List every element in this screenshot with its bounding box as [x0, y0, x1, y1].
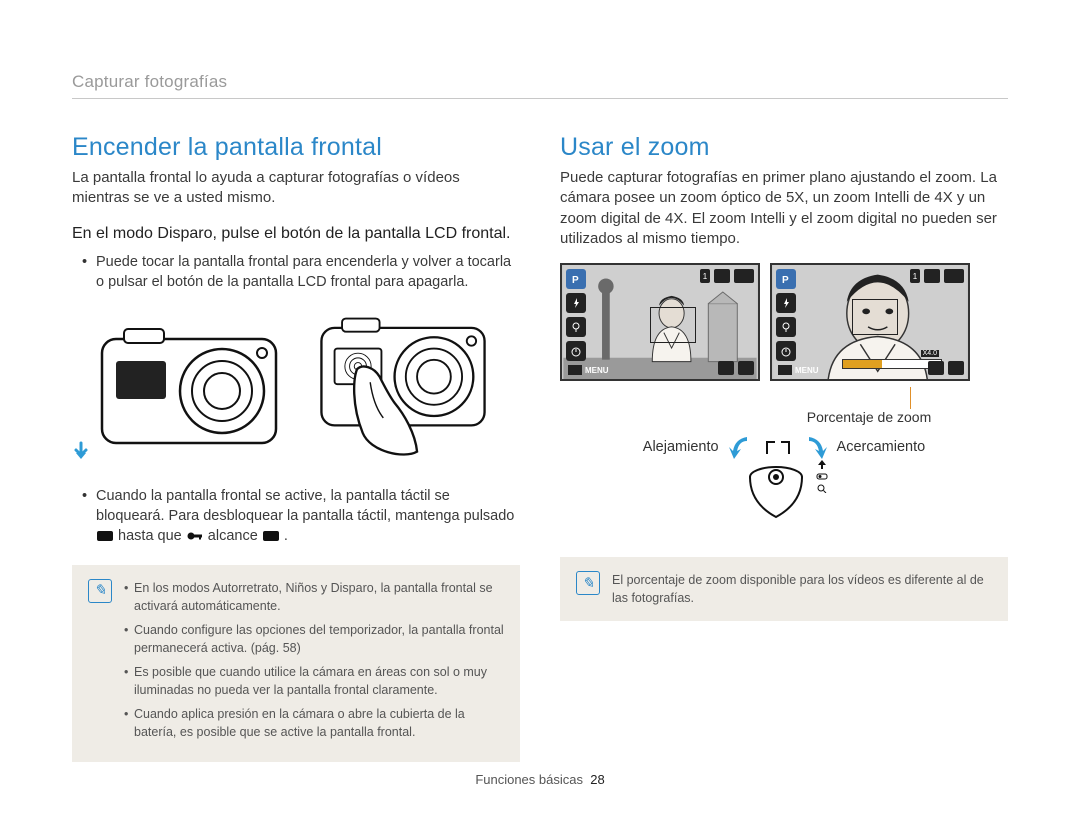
zoom-bar-label: X4.0: [921, 350, 939, 357]
intro-zoom: Puede capturar fotografías en primer pla…: [560, 168, 1008, 249]
step-instruction: En el modo Disparo, pulse el botón de la…: [72, 223, 520, 245]
heading-zoom: Usar el zoom: [560, 133, 1008, 162]
footer-page: 28: [590, 772, 604, 787]
lcd-screen-tele: P 1 MENU X4.0: [770, 263, 970, 381]
list-item: En los modos Autorretrato, Niños y Dispa…: [124, 579, 506, 615]
flash-icon: [776, 293, 796, 313]
menu-icon: [568, 365, 582, 375]
menu-icon: [778, 365, 792, 375]
camera-illustration-off: [94, 311, 284, 461]
menu-label: MENU: [778, 365, 819, 375]
tab-icon: [262, 529, 280, 543]
list-item: Cuando aplica presión en la cámara o abr…: [124, 705, 506, 741]
zoom-wheel-wrap: [560, 459, 1008, 531]
bullet-list-lock: Cuando la pantalla frontal se active, la…: [72, 486, 520, 547]
list-item: Cuando la pantalla frontal se active, la…: [86, 486, 520, 547]
callout-line: [910, 387, 911, 409]
note-icon: ✎: [88, 579, 112, 603]
mode-p-icon: P: [566, 269, 586, 289]
arrow-down-icon: [72, 441, 90, 461]
camera-with-finger: [308, 311, 498, 466]
list-item: Cuando configure las opciones del tempor…: [124, 621, 506, 657]
list-item: Es posible que cuando utilice la cámara …: [124, 663, 506, 699]
page-footer: Funciones básicas 28: [0, 772, 1080, 787]
zoom-out-label: Alejamiento: [643, 439, 719, 455]
list-item: Puede tocar la pantalla frontal para enc…: [86, 252, 520, 293]
card-icon: [924, 269, 940, 283]
note-icon: ✎: [576, 571, 600, 595]
bullet2-mid: hasta que: [118, 528, 186, 544]
svg-text:P: P: [572, 275, 579, 285]
wheel-side-icons: [816, 459, 828, 531]
macro-icon: [776, 317, 796, 337]
counter-chip: 1: [700, 269, 710, 283]
setting-chip: [718, 361, 734, 375]
bullet2-pre: Cuando la pantalla frontal se active, la…: [96, 488, 514, 524]
camera-with-arrow: [72, 311, 284, 466]
timer-icon: [776, 341, 796, 361]
lcd-screen-wide: P 1 MENU: [560, 263, 760, 381]
mode-p-icon: P: [776, 269, 796, 289]
bullet2-mid2: alcance: [208, 528, 262, 544]
svg-text:P: P: [782, 275, 789, 285]
focus-box: [650, 307, 696, 343]
timer-icon: [566, 341, 586, 361]
magnifier-icon: [816, 483, 828, 493]
zoom-toggle-icon: [816, 471, 828, 481]
macro-icon: [566, 317, 586, 337]
intro-front-screen: La pantalla frontal lo ayuda a capturar …: [72, 168, 520, 209]
zoom-wheel-illustration: [740, 459, 812, 531]
tab-icon: [96, 529, 114, 543]
heading-front-screen: Encender la pantalla frontal: [72, 133, 520, 162]
note-box-left: ✎ En los modos Autorretrato, Niños y Dis…: [72, 565, 520, 762]
note-text: El porcentaje de zoom disponible para lo…: [612, 571, 994, 607]
left-column: Encender la pantalla frontal La pantalla…: [72, 133, 520, 762]
right-column: Usar el zoom Puede capturar fotografías …: [560, 133, 1008, 762]
setting-chip: [928, 361, 944, 375]
bullet2-post: .: [284, 528, 288, 544]
bullet-list-touch: Puede tocar la pantalla frontal para enc…: [72, 252, 520, 293]
key-icon: [186, 529, 204, 543]
breadcrumb: Capturar fotografías: [72, 72, 1008, 99]
zoom-screens-row: P 1 MENU: [560, 263, 1008, 381]
zoom-ratio-caption: Porcentaje de zoom: [730, 409, 1008, 425]
setting-chip: [948, 361, 964, 375]
counter-chip: 1: [910, 269, 920, 283]
two-column-layout: Encender la pantalla frontal La pantalla…: [72, 133, 1008, 762]
tree-icon: [816, 459, 828, 469]
note-box-right: ✎ El porcentaje de zoom disponible para …: [560, 557, 1008, 621]
zoom-in-label: Acercamiento: [837, 439, 926, 455]
zoom-bracket-icon: [763, 438, 793, 456]
camera-illustration-row: [72, 311, 520, 466]
menu-label: MENU: [568, 365, 609, 375]
zoom-ratio-callout: [860, 387, 960, 409]
zoom-bar-fill: [843, 360, 882, 368]
setting-chip: [738, 361, 754, 375]
camera-illustration-touch: [308, 311, 498, 461]
zoom-bar: X4.0: [842, 359, 942, 369]
footer-section: Funciones básicas: [475, 772, 583, 787]
note-list: En los modos Autorretrato, Niños y Dispa…: [124, 579, 506, 748]
battery-icon: [734, 269, 754, 283]
battery-icon: [944, 269, 964, 283]
flash-icon: [566, 293, 586, 313]
card-icon: [714, 269, 730, 283]
focus-box: [852, 299, 898, 335]
